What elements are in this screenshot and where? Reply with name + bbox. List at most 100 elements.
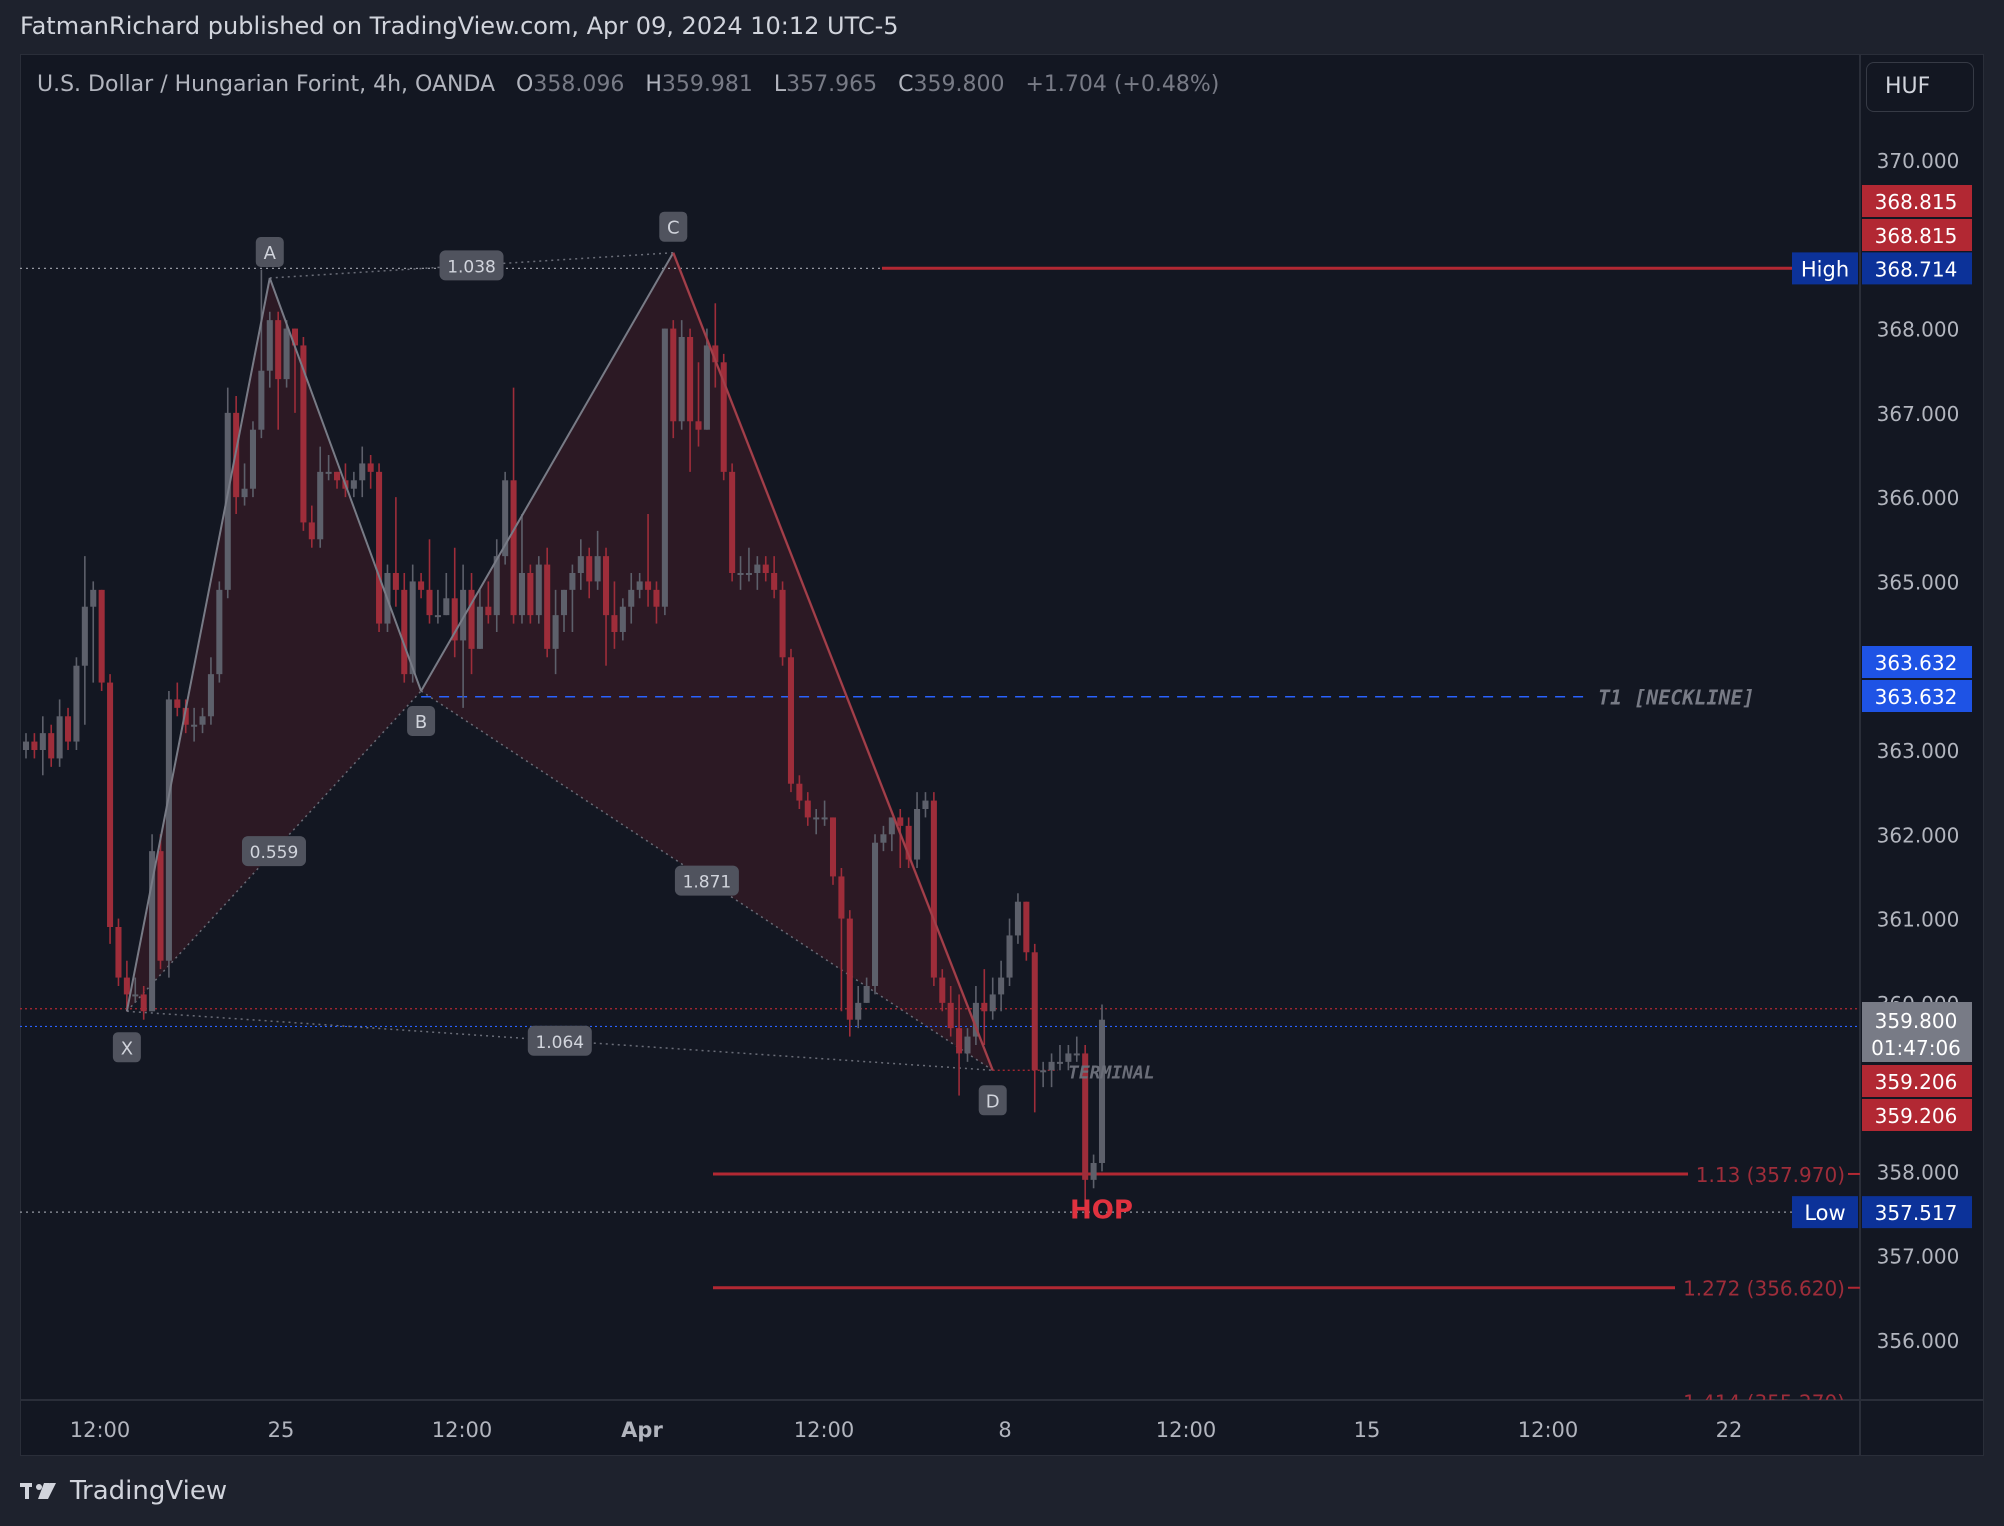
candle-body[interactable] <box>813 817 820 820</box>
candle-body[interactable] <box>544 564 551 649</box>
candle-body[interactable] <box>73 665 80 742</box>
candle-body[interactable] <box>1014 901 1021 936</box>
candle-body[interactable] <box>317 471 324 540</box>
candle[interactable] <box>956 994 963 1096</box>
candle[interactable] <box>493 539 500 632</box>
candle-body[interactable] <box>619 606 626 632</box>
candle-body[interactable] <box>838 876 845 919</box>
candle-body[interactable] <box>880 834 887 843</box>
currency-button[interactable]: HUF <box>1866 62 1974 112</box>
ratio-badge[interactable]: 1.038 <box>439 250 504 281</box>
candle[interactable] <box>359 446 366 498</box>
candle-body[interactable] <box>922 800 929 809</box>
candle-body[interactable] <box>325 471 332 474</box>
candle[interactable] <box>527 564 534 624</box>
candle[interactable] <box>846 910 853 1037</box>
candle-body[interactable] <box>771 573 778 590</box>
candle-body[interactable] <box>115 927 122 978</box>
candle-body[interactable] <box>687 337 694 422</box>
candle[interactable] <box>930 792 937 986</box>
candle[interactable] <box>325 455 332 481</box>
candle-body[interactable] <box>1073 1053 1080 1056</box>
pattern-point-label[interactable]: A <box>255 237 284 267</box>
candle[interactable] <box>376 463 383 632</box>
candle-body[interactable] <box>493 556 500 616</box>
candle-body[interactable] <box>535 564 542 616</box>
candle[interactable] <box>645 514 652 607</box>
price-tag[interactable]: 368.714 High <box>1792 252 1972 285</box>
candle[interactable] <box>392 497 399 607</box>
candle[interactable] <box>510 387 517 624</box>
candle-body[interactable] <box>569 573 576 590</box>
candle[interactable] <box>1065 1045 1072 1071</box>
candle[interactable] <box>1090 1154 1097 1189</box>
candle[interactable] <box>905 817 912 868</box>
pattern-point-label[interactable]: X <box>112 1032 141 1063</box>
candle[interactable] <box>140 986 147 1020</box>
candle[interactable] <box>569 564 576 632</box>
candle[interactable] <box>771 556 778 599</box>
candle-body[interactable] <box>350 480 357 489</box>
candle-body[interactable] <box>594 556 601 582</box>
candle[interactable] <box>998 960 1005 1012</box>
candle[interactable] <box>334 471 341 489</box>
candle[interactable] <box>1014 893 1021 944</box>
candle-body[interactable] <box>207 674 214 717</box>
candle[interactable] <box>577 539 584 590</box>
candle[interactable] <box>1040 1061 1047 1088</box>
candle[interactable] <box>628 573 635 624</box>
price-tag[interactable]: 359.206 <box>1862 1099 1972 1131</box>
candle-body[interactable] <box>754 564 761 573</box>
candle-body[interactable] <box>603 556 610 616</box>
candle-body[interactable] <box>729 471 736 573</box>
candle-body[interactable] <box>1006 935 1013 978</box>
candle[interactable] <box>157 834 164 970</box>
candle[interactable] <box>829 817 837 885</box>
candle[interactable] <box>762 556 769 582</box>
candle-body[interactable] <box>981 1002 988 1012</box>
candle-body[interactable] <box>149 851 156 1012</box>
candle-body[interactable] <box>275 320 282 380</box>
plot-layer[interactable]: T1 [NECKLINE] 1.13 (357.970) 1.272 (356.62… <box>20 211 1860 1415</box>
candle[interactable] <box>1031 943 1038 1113</box>
candle-body[interactable] <box>291 328 299 346</box>
candle[interactable] <box>409 564 416 683</box>
candle[interactable] <box>258 269 265 439</box>
candle-body[interactable] <box>409 581 416 675</box>
candle[interactable] <box>1098 1004 1106 1172</box>
candle[interactable] <box>678 320 685 430</box>
candle[interactable] <box>518 514 525 624</box>
symbol-legend[interactable]: U.S. Dollar / Hungarian Forint, 4h, OAND… <box>37 72 1219 97</box>
candle-body[interactable] <box>224 412 231 590</box>
candle[interactable] <box>560 589 568 632</box>
candle[interactable] <box>241 463 248 506</box>
candle[interactable] <box>872 834 879 995</box>
candle[interactable] <box>611 581 618 649</box>
candle-body[interactable] <box>165 699 172 961</box>
candle[interactable] <box>661 328 668 616</box>
candle-body[interactable] <box>787 657 794 784</box>
candle-body[interactable] <box>552 615 559 649</box>
candle[interactable] <box>107 674 114 944</box>
candle-body[interactable] <box>249 429 256 489</box>
candle-body[interactable] <box>1056 1061 1063 1064</box>
candle-body[interactable] <box>939 977 946 1003</box>
candle[interactable] <box>317 446 324 548</box>
candle[interactable] <box>947 986 954 1037</box>
candle-body[interactable] <box>678 337 685 422</box>
candle-body[interactable] <box>956 1028 963 1054</box>
candle-body[interactable] <box>914 809 921 860</box>
candle[interactable] <box>207 657 214 725</box>
candle-body[interactable] <box>1048 1061 1055 1071</box>
candle-body[interactable] <box>930 800 937 978</box>
candle-body[interactable] <box>905 825 912 860</box>
candle[interactable] <box>90 581 97 683</box>
candle[interactable] <box>115 918 122 986</box>
candle[interactable] <box>922 792 929 818</box>
candle[interactable] <box>98 589 105 691</box>
candle[interactable] <box>1048 1053 1055 1088</box>
candle-body[interactable] <box>872 842 879 986</box>
candle[interactable] <box>880 825 887 852</box>
candle[interactable] <box>56 699 63 767</box>
pattern-point-label[interactable]: D <box>978 1085 1007 1116</box>
